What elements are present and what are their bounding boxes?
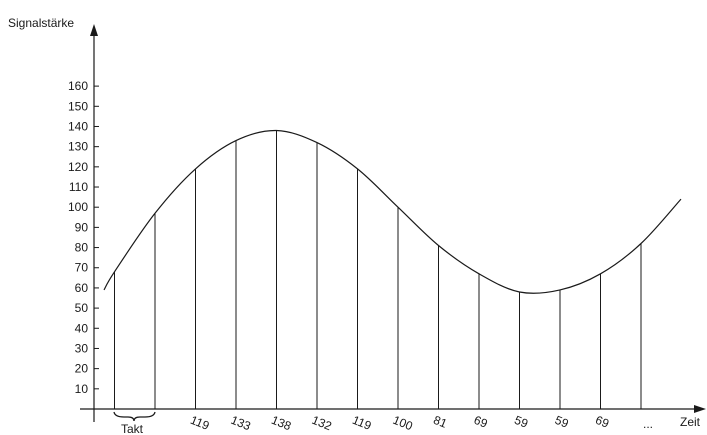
y-tick-label: 30 (75, 341, 89, 355)
sample-value-label: 119 (188, 413, 211, 433)
y-tick-label: 50 (75, 301, 89, 315)
y-tick-label: 160 (68, 79, 88, 93)
y-tick-label: 140 (68, 119, 88, 133)
y-tick-label: 110 (69, 180, 88, 194)
sample-value-label: 119 (350, 413, 373, 433)
y-axis-arrow (90, 24, 98, 36)
ellipsis-label: ... (643, 417, 653, 431)
sample-value-label: 69 (593, 413, 611, 431)
y-tick-label: 70 (75, 261, 89, 275)
y-tick-label: 80 (75, 241, 89, 255)
takt-brace (113, 411, 156, 422)
sample-value-label: 69 (472, 413, 490, 431)
sample-value-label: 138 (269, 413, 293, 434)
takt-label: Takt (121, 422, 144, 435)
y-tick-label: 130 (68, 140, 88, 154)
signal-curve (103, 129, 682, 294)
y-tick-label: 120 (68, 160, 88, 174)
sample-value-label: 81 (431, 413, 449, 431)
y-axis-title: Signalstärke (8, 16, 74, 30)
sample-value-label: 100 (391, 413, 415, 434)
sample-lines (114, 130, 642, 409)
y-tick-label: 60 (75, 281, 89, 295)
sample-value-label: 59 (512, 413, 530, 431)
sample-value-label: 132 (310, 413, 334, 434)
x-axis-title: Zeit (680, 415, 701, 429)
y-tick-label: 100 (68, 200, 88, 214)
y-tick-label: 20 (75, 362, 89, 376)
y-tick-label: 150 (68, 99, 88, 113)
y-tick-label: 40 (75, 321, 89, 335)
sample-value-label: 133 (229, 413, 253, 434)
y-tick-label: 10 (75, 382, 89, 396)
y-ticks: 10 20 30 40 50 60 70 80 90 100 110 120 130 140 150 160 (68, 79, 99, 396)
y-tick-label: 90 (75, 220, 89, 234)
x-axis-arrow (694, 405, 706, 413)
sample-labels: 119 133 138 132 119 100 81 69 59 59 69 (188, 413, 611, 434)
sample-value-label: 59 (553, 413, 571, 431)
